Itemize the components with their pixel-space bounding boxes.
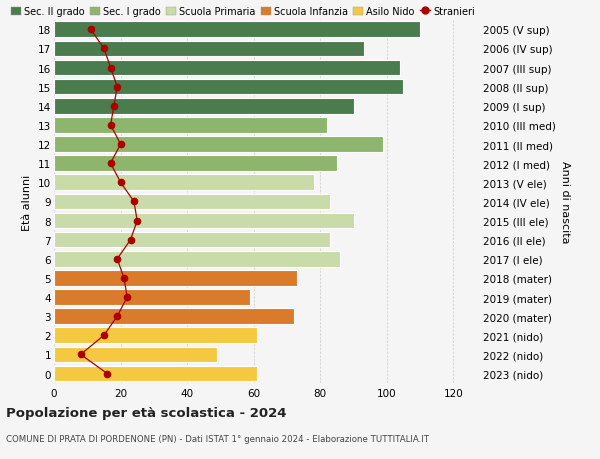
Bar — [54, 22, 420, 38]
Bar — [54, 232, 330, 248]
Bar — [54, 118, 327, 134]
Bar — [54, 41, 364, 57]
Bar — [54, 328, 257, 343]
Bar — [54, 194, 330, 210]
Bar — [54, 252, 340, 267]
Bar — [54, 61, 400, 76]
Text: COMUNE DI PRATA DI PORDENONE (PN) - Dati ISTAT 1° gennaio 2024 - Elaborazione TU: COMUNE DI PRATA DI PORDENONE (PN) - Dati… — [6, 434, 429, 443]
Bar — [54, 290, 250, 305]
Legend: Sec. II grado, Sec. I grado, Scuola Primaria, Scuola Infanzia, Asilo Nido, Stran: Sec. II grado, Sec. I grado, Scuola Prim… — [11, 7, 475, 17]
Bar — [54, 366, 257, 381]
Bar — [54, 175, 314, 190]
Text: Popolazione per età scolastica - 2024: Popolazione per età scolastica - 2024 — [6, 406, 287, 419]
Bar — [54, 270, 297, 286]
Bar — [54, 137, 383, 152]
Y-axis label: Età alunni: Età alunni — [22, 174, 32, 230]
Bar — [54, 347, 217, 363]
Bar — [54, 308, 293, 325]
Bar — [54, 156, 337, 172]
Bar — [54, 213, 353, 229]
Bar — [54, 79, 403, 95]
Y-axis label: Anni di nascita: Anni di nascita — [560, 161, 569, 243]
Bar — [54, 99, 353, 114]
